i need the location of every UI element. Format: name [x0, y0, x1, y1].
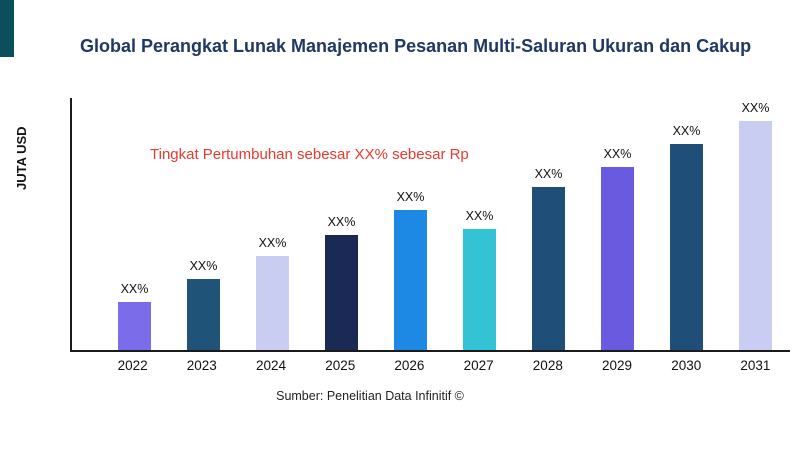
bar-slot: XX%: [376, 98, 445, 350]
bar-slot: XX%: [100, 98, 169, 350]
bar-value-label: XX%: [603, 146, 632, 161]
x-tick-label: 2023: [186, 358, 217, 373]
bar-value-label: XX%: [258, 236, 287, 251]
bar-value-label: XX%: [741, 100, 770, 115]
bar-2025: [325, 235, 358, 350]
bar-2023: [187, 278, 220, 350]
bar-slot: XX%: [652, 98, 721, 350]
bar-value-label: XX%: [534, 167, 563, 182]
bar-slot: XX%: [583, 98, 652, 350]
bar-slot: XX%: [445, 98, 514, 350]
bar-value-label: XX%: [396, 190, 425, 205]
x-tick-label: 2026: [394, 358, 425, 373]
bar-value-label: XX%: [327, 215, 356, 230]
bar-slot: XX%: [514, 98, 583, 350]
bar-2026: [394, 210, 427, 350]
bar-slot: XX%: [307, 98, 376, 350]
bar-slot: XX%: [238, 98, 307, 350]
bar-value-label: XX%: [189, 258, 218, 273]
accent-stripe: [0, 0, 14, 57]
x-tick-label: 2029: [602, 358, 633, 373]
x-tick-label: 2025: [325, 358, 356, 373]
bar-2022: [118, 301, 151, 350]
y-axis-label: JUTA USD: [14, 126, 29, 190]
bar-2031: [739, 120, 772, 350]
bar-value-label: XX%: [465, 208, 494, 223]
bar-2028: [532, 187, 565, 350]
bar-value-label: XX%: [120, 281, 149, 296]
bar-2027: [463, 228, 496, 350]
growth-annotation: Tingkat Pertumbuhan sebesar XX% sebesar …: [150, 146, 469, 163]
chart-title: Global Perangkat Lunak Manajemen Pesanan…: [80, 36, 752, 56]
bar-slot: XX%: [721, 98, 790, 350]
bar-2024: [256, 256, 289, 350]
x-tick-label: 2024: [255, 358, 287, 373]
x-tick-label: 2028: [532, 358, 563, 373]
x-tick-label: 2031: [740, 358, 771, 373]
x-axis-ticks: 2022 2023 2024 2025 2026 2027 2028 2029 2030 2031: [70, 358, 790, 373]
bar-2029: [601, 166, 634, 350]
bar-2030: [670, 143, 703, 350]
x-tick-label: 2027: [463, 358, 494, 373]
bar-slot: XX%: [169, 98, 238, 350]
plot-area: XX% XX% XX% XX% XX% XX% XX% XX% XX% XX%: [70, 98, 790, 352]
x-tick-label: 2030: [671, 358, 702, 373]
bar-value-label: XX%: [672, 123, 701, 138]
source-note: Sumber: Penelitian Data Infinitif ©: [276, 389, 464, 403]
x-tick-label: 2022: [117, 358, 148, 373]
